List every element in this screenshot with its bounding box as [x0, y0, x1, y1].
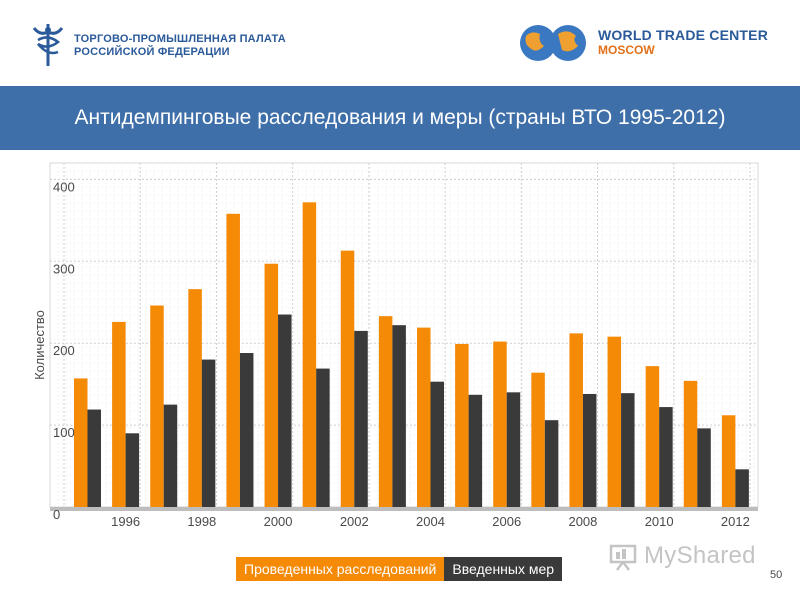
wtc-name: WORLD TRADE CENTER MOSCOW — [598, 28, 768, 58]
x-tick-label: 1996 — [111, 514, 140, 529]
watermark-text: MyShared — [644, 542, 756, 569]
bar-investigations-2001 — [302, 202, 317, 508]
bar-investigations-2010 — [645, 366, 660, 507]
bar-measures-1995 — [87, 409, 101, 507]
y-tick-label: 0 — [53, 507, 60, 522]
x-tick-label: 1998 — [187, 514, 216, 529]
bar-measures-1996 — [125, 433, 140, 507]
x-tick-label: 2012 — [721, 514, 750, 529]
legend-item-investigations: Проведенных расследований — [236, 557, 445, 581]
bar-investigations-2006 — [493, 341, 507, 507]
chamber-name-line1: ТОРГОВО-ПРОМЫШЛЕННАЯ ПАЛАТА — [74, 33, 286, 45]
bar-measures-2002 — [354, 330, 368, 507]
bar-measures-2009 — [621, 393, 635, 507]
bar-investigations-2008 — [569, 333, 583, 507]
chart-legend: Проведенных расследований Введенных мер — [236, 557, 563, 581]
wtc-name-line2: MOSCOW — [598, 43, 655, 57]
bar-measures-2010 — [659, 407, 673, 507]
y-tick-label: 400 — [53, 179, 75, 194]
wtc-name-line1: WORLD TRADE CENTER — [598, 27, 769, 43]
bar-measures-2008 — [582, 393, 597, 507]
bar-investigations-1996 — [112, 321, 126, 507]
bar-investigations-1995 — [74, 378, 88, 507]
x-tick-label: 2006 — [492, 514, 521, 529]
bar-investigations-2007 — [531, 372, 545, 507]
y-tick-label: 100 — [53, 425, 75, 440]
page-number: 50 — [770, 569, 783, 581]
x-tick-label: 2000 — [264, 514, 293, 529]
bar-investigations-2011 — [683, 380, 698, 507]
bar-investigations-2003 — [378, 316, 393, 507]
legend-item-measures: Введенных мер — [444, 557, 563, 581]
chamber-name: ТОРГОВО-ПРОМЫШЛЕННАЯ ПАЛАТА РОССИЙСКОЙ Ф… — [74, 33, 286, 59]
presentation-board-icon — [609, 544, 637, 571]
bar-measures-2005 — [468, 394, 483, 507]
bar-measures-2004 — [430, 381, 444, 507]
x-tick-label: 2002 — [340, 514, 369, 529]
y-tick-label: 300 — [53, 261, 75, 276]
watermark: MyShared — [608, 538, 756, 574]
bar-measures-1999 — [239, 353, 254, 507]
bar-investigations-2000 — [264, 263, 279, 507]
bar-investigations-2005 — [455, 344, 469, 507]
bar-measures-1997 — [163, 404, 178, 507]
world-trade-center-logo-icon — [520, 25, 586, 61]
header: ТОРГОВО-ПРОМЫШЛЕННАЯ ПАЛАТА РОССИЙСКОЙ Ф… — [0, 0, 800, 86]
bar-chart: 0 100 200 300 400 1996 1998 2000 2002 2004 2006 200… — [32, 162, 759, 529]
bar-investigations-2012 — [721, 415, 736, 507]
chamber-logo-icon — [32, 24, 64, 66]
bar-measures-2003 — [392, 325, 406, 507]
y-tick-label: 200 — [53, 343, 75, 358]
bar-investigations-2002 — [340, 250, 355, 507]
chart-container: 0 100 200 300 400 1996 1998 2000 2002 2004 2006 200… — [0, 155, 800, 540]
bar-investigations-2004 — [417, 327, 431, 507]
bar-measures-2007 — [544, 420, 559, 507]
y-axis-label: Количество — [32, 310, 47, 380]
slide-title-bar: Антидемпинговые расследования и меры (ст… — [0, 86, 800, 150]
bar-measures-2006 — [506, 392, 521, 507]
x-tick-label: 2010 — [645, 514, 674, 529]
bar-investigations-1998 — [188, 289, 202, 507]
x-tick-label: 2004 — [416, 514, 445, 529]
bar-investigations-1999 — [226, 213, 240, 507]
bar-measures-2001 — [316, 368, 330, 507]
bar-measures-1998 — [201, 359, 216, 507]
bar-measures-2012 — [735, 469, 749, 507]
x-tick-label: 2008 — [568, 514, 597, 529]
bar-measures-2000 — [278, 314, 292, 507]
bar-measures-2011 — [697, 428, 711, 507]
x-axis-line — [50, 507, 758, 511]
bar-investigations-2009 — [607, 336, 622, 507]
slide-title: Антидемпинговые расследования и меры (ст… — [74, 106, 726, 129]
chamber-name-line2: РОССИЙСКОЙ ФЕДЕРАЦИИ — [74, 46, 230, 58]
bar-investigations-1997 — [150, 305, 164, 507]
